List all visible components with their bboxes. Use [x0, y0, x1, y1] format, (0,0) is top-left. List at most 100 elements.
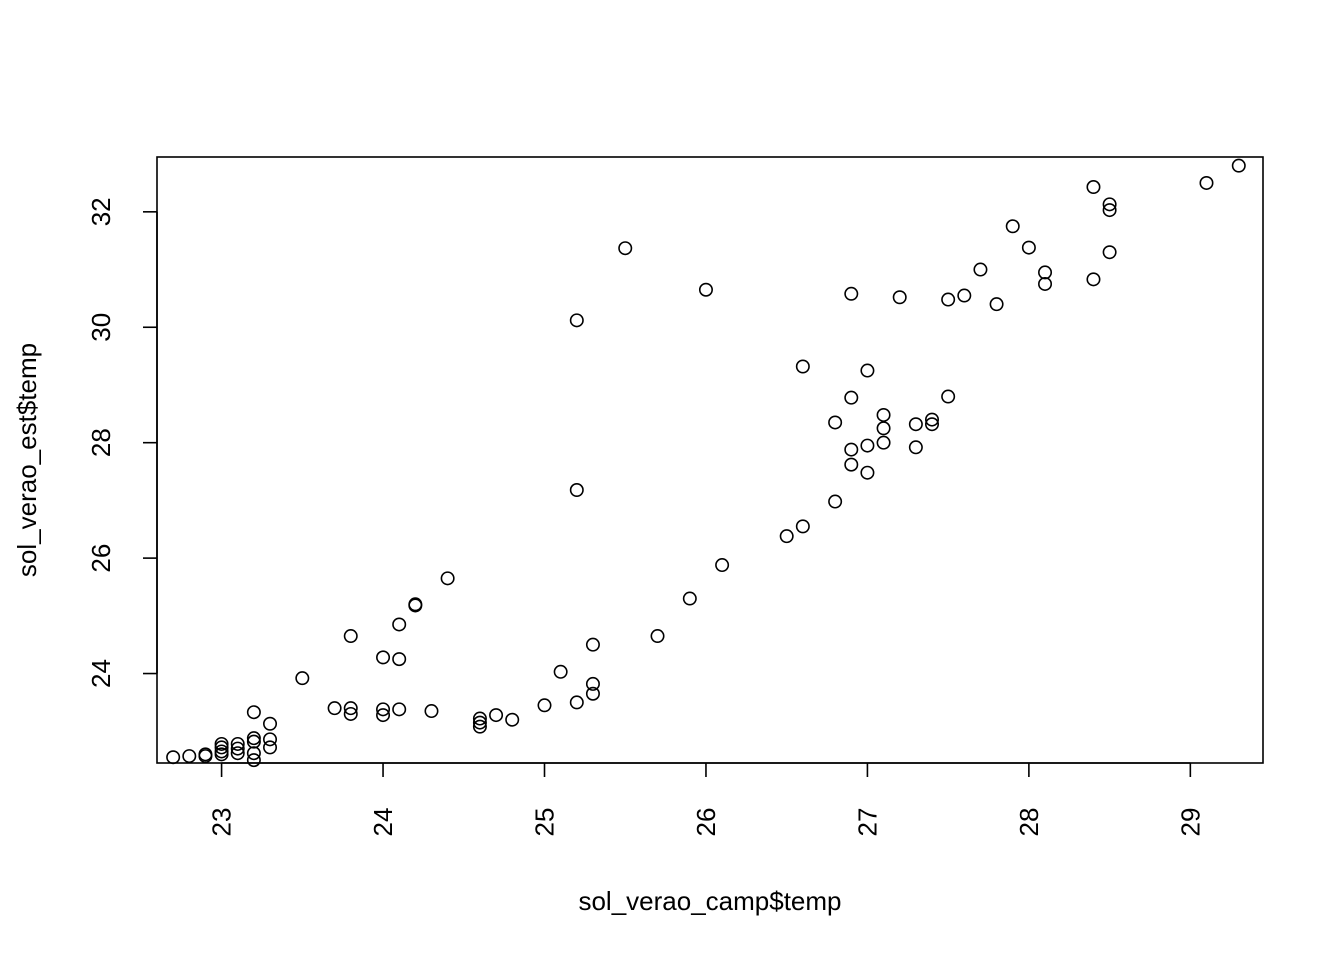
y-tick-label: 28 — [86, 428, 116, 457]
data-point — [1086, 180, 1101, 195]
data-point — [876, 421, 891, 436]
data-point — [408, 597, 423, 612]
data-point — [553, 664, 568, 679]
data-point — [376, 650, 391, 665]
data-point — [618, 241, 633, 256]
data-point — [1102, 203, 1117, 218]
data-point — [295, 671, 310, 686]
data-point — [230, 746, 245, 761]
data-point — [440, 571, 455, 586]
data-point — [343, 701, 358, 716]
x-tick-label: 24 — [368, 808, 398, 837]
data-point — [472, 715, 487, 730]
data-point — [472, 711, 487, 726]
data-point — [650, 629, 665, 644]
y-tick-label: 32 — [86, 197, 116, 226]
x-tick-label: 26 — [691, 808, 721, 837]
x-tick-label: 25 — [530, 808, 560, 837]
x-tick-label: 28 — [1014, 808, 1044, 837]
data-point — [860, 438, 875, 453]
data-point — [392, 702, 407, 717]
data-point — [569, 695, 584, 710]
data-point — [844, 286, 859, 301]
data-point — [246, 731, 261, 746]
y-tick-label: 30 — [86, 313, 116, 342]
data-point — [860, 465, 875, 480]
data-point — [472, 719, 487, 734]
data-point — [957, 288, 972, 303]
data-point — [263, 716, 278, 731]
data-point — [844, 390, 859, 405]
data-point — [828, 494, 843, 509]
data-point — [198, 747, 213, 762]
data-point — [327, 701, 342, 716]
data-point — [343, 629, 358, 644]
data-point — [585, 676, 600, 691]
data-point — [214, 744, 229, 759]
data-point — [585, 686, 600, 701]
data-point — [569, 483, 584, 498]
data-point — [941, 292, 956, 307]
data-point — [376, 702, 391, 717]
data-point — [166, 750, 181, 765]
x-axis: 23 24 25 26 27 28 29 — [207, 762, 1205, 837]
data-point — [1038, 276, 1053, 291]
data-point — [941, 389, 956, 404]
data-point — [230, 736, 245, 751]
data-point — [246, 734, 261, 749]
data-point — [908, 440, 923, 455]
data-point — [908, 417, 923, 432]
data-point — [263, 732, 278, 747]
data-point — [182, 749, 197, 764]
data-point — [989, 297, 1004, 312]
y-tick-label: 26 — [86, 544, 116, 573]
data-point — [214, 736, 229, 751]
x-tick-label: 27 — [852, 808, 882, 837]
y-axis: 24 26 28 30 32 — [86, 197, 158, 688]
data-point — [343, 706, 358, 721]
data-point — [844, 457, 859, 472]
data-point — [844, 442, 859, 457]
data-point — [246, 753, 261, 768]
y-axis-title: sol_verao_est$temp — [12, 343, 42, 577]
data-point — [1021, 240, 1036, 255]
data-point — [489, 708, 504, 723]
data-point — [376, 708, 391, 723]
data-point — [424, 704, 439, 719]
data-point — [876, 407, 891, 422]
data-point — [537, 698, 552, 713]
data-point — [569, 313, 584, 328]
data-point — [892, 290, 907, 305]
data-point — [230, 741, 245, 756]
y-tick-label: 24 — [86, 659, 116, 688]
data-point — [779, 529, 794, 544]
data-point — [925, 417, 940, 432]
x-tick-label: 23 — [207, 808, 237, 837]
data-point — [925, 412, 940, 427]
data-point — [682, 591, 697, 606]
data-point — [1102, 245, 1117, 260]
data-point — [585, 637, 600, 652]
data-point — [505, 712, 520, 727]
data-point — [1199, 175, 1214, 190]
data-point — [392, 617, 407, 632]
data-point — [1005, 219, 1020, 234]
data-point — [1231, 158, 1246, 173]
data-point — [698, 282, 713, 297]
data-point — [795, 519, 810, 534]
data-point — [876, 435, 891, 450]
data-points — [166, 158, 1246, 768]
data-point — [214, 740, 229, 755]
data-point — [263, 740, 278, 755]
data-point — [246, 705, 261, 720]
data-point — [1086, 272, 1101, 287]
data-point — [973, 262, 988, 277]
data-point — [795, 359, 810, 374]
data-point — [392, 652, 407, 667]
data-point — [246, 746, 261, 761]
data-point — [1102, 197, 1117, 212]
data-point — [1038, 265, 1053, 280]
data-point — [828, 415, 843, 430]
x-tick-label: 29 — [1175, 808, 1205, 837]
